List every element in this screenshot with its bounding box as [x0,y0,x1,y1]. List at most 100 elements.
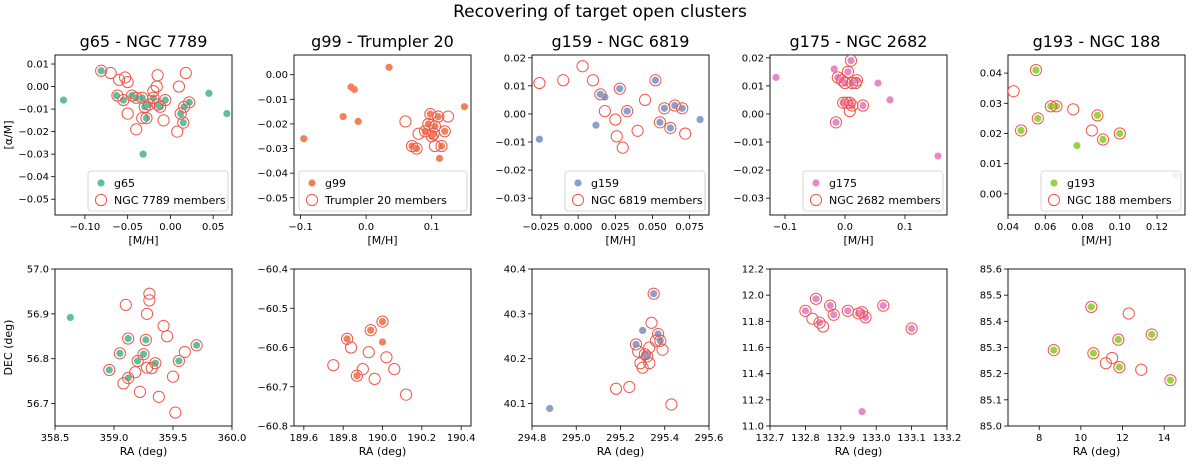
plot-frame [769,268,948,427]
group-point [142,114,151,122]
y-tick-label: 40.1 [504,399,526,410]
x-tick-label: 295.6 [695,433,724,444]
x-tick-label: 8 [1036,433,1042,444]
y-tick-label: −60.7 [257,382,288,393]
member-point [344,341,358,354]
member-point [171,125,184,138]
member-point [809,292,823,305]
chart-panel-2: g99 - Trumpler 20 −0.1 0.0 0.1 0.00 −0.01 −0.0… [257,32,472,247]
member-point [113,73,126,86]
group-point [908,324,916,333]
member-point [172,80,186,93]
member-point [424,107,437,121]
plot-frame [293,268,472,427]
y-tick-label: 12.2 [742,265,764,276]
plot-frame [54,268,233,427]
member-point [1145,328,1158,341]
member-point [362,346,375,359]
y-tick-label: −0.02 [257,119,288,130]
member-point [844,55,858,67]
x-tick-label: 359.0 [100,433,129,444]
y-tick-label: 0.02 [980,129,1002,140]
legend-marker-members [809,193,823,207]
group-point [343,335,351,343]
group-point [830,65,838,73]
plot-frame [769,54,948,216]
group-point [1093,111,1102,119]
x-tick-label: 133.1 [897,433,926,444]
member-point [179,66,192,80]
x-tick-label: 294.8 [518,433,547,444]
group-point [886,96,894,104]
member-point [428,139,442,153]
legend-marker-members [571,193,585,207]
group-point [1050,346,1058,354]
member-point [610,130,623,143]
member-point [143,287,156,300]
group-point [431,122,439,130]
x-tick-label: 132.9 [826,433,855,444]
member-point [632,345,645,358]
legend-box [564,170,706,212]
member-point [634,357,647,370]
member-point [621,105,634,118]
panel-title: g99 - Trumpler 20 [311,32,454,51]
x-tick-label: 0.0 [837,222,853,233]
group-point [350,85,358,94]
x-tick-label: 14 [1158,433,1171,444]
member-point [143,294,156,307]
group-point [1087,303,1095,311]
group-point [1073,141,1081,150]
member-point [1008,85,1020,98]
x-tick-label: 0.000 [564,222,593,233]
x-tick-label: 0.1 [424,222,440,233]
group-point [175,357,183,365]
group-point [434,112,442,121]
group-point [119,96,128,104]
member-point [130,123,143,136]
legend-marker-members [1047,193,1061,207]
x-tick-label: 133.0 [862,433,891,444]
member-point [877,299,890,312]
panel-title: g175 - NGC 2682 [790,32,928,51]
member-point [654,334,667,347]
member-point [399,115,412,128]
chart-panel-8: 294.8 295.0 295.2 295.4 295.6 40.4 40.3 40.2 40.… [504,265,724,459]
group-point [142,336,150,344]
member-point [649,74,662,87]
group-point [139,150,147,158]
member-point [119,298,132,311]
y-tick-label: 0.01 [504,81,526,92]
x-tick-label: −0.1 [288,222,312,233]
points-layer [546,287,678,413]
y-tick-label: −0.05 [257,193,288,204]
x-tick-label: −0.05 [112,222,143,233]
member-point [1091,109,1104,122]
points-layer [1047,300,1177,387]
chart-panel-10: 8 10 12 14 85.6 85.5 85.4 85.3 85.2 85.1 85.0 RA (d… [980,265,1186,458]
y-tick-label: 85.2 [980,369,1002,380]
member-point [422,117,435,131]
y-tick-label: −0.04 [257,169,288,180]
member-point [147,84,160,98]
member-point [645,316,658,329]
group-point [112,91,121,100]
legend-label-group: g99 [325,177,346,190]
y-tick-label: 40.2 [504,354,526,365]
group-point [546,404,554,413]
member-point [668,99,681,112]
member-point [557,74,570,87]
x-tick-label: 295.2 [606,433,635,444]
chart-panel-3: g159 - NGC 6819 −0.025 0.000 0.025 0.050 0.07… [495,32,710,247]
legend-marker-members [305,193,319,207]
y-tick-label: 0.00 [742,109,764,120]
y-tick-label: 0.01 [742,81,764,92]
y-tick-label: 12.0 [742,291,764,302]
member-point [609,382,623,395]
y-tick-label: 0.00 [504,109,526,120]
member-point [1067,103,1080,116]
x-tick-label: 358.5 [41,433,70,444]
legend-marker-group [97,179,105,187]
member-point [676,102,689,115]
